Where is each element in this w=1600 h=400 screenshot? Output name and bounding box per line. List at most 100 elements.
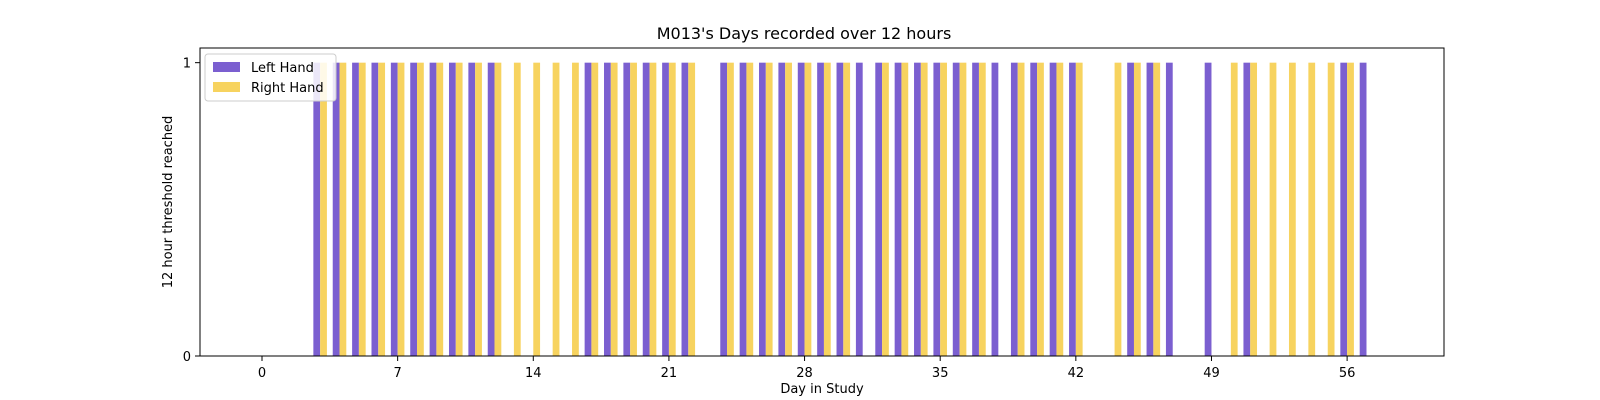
legend-label-left-hand: Left Hand (251, 61, 314, 76)
bar-left-hand-day-31 (855, 62, 863, 357)
bar-right-hand-day-34 (920, 62, 928, 357)
bar-left-hand-day-47 (1165, 62, 1173, 357)
bar-left-hand-day-7 (390, 62, 398, 357)
y-axis-ticks: 01 (183, 57, 200, 365)
bar-left-hand-day-40 (1030, 62, 1038, 357)
x-tick-label: 49 (1203, 366, 1220, 381)
bar-left-hand-day-42 (1069, 62, 1076, 357)
legend-swatch-right-hand (213, 82, 240, 92)
bar-right-hand-day-15 (552, 62, 560, 357)
bar-left-hand-day-17 (584, 62, 592, 357)
bar-left-hand-day-41 (1049, 62, 1057, 357)
bar-left-hand-day-27 (778, 62, 786, 357)
bar-left-hand-day-5 (352, 62, 359, 357)
x-tick-label: 14 (525, 366, 542, 381)
x-axis-label: Day in Study (780, 382, 864, 397)
bar-left-hand-day-30 (836, 62, 844, 357)
bar-left-hand-day-3 (313, 62, 321, 357)
bar-right-hand-day-45 (1133, 62, 1141, 357)
bar-left-hand-day-9 (429, 62, 437, 357)
x-tick-label: 7 (394, 366, 402, 381)
x-tick-label: 21 (661, 366, 678, 381)
bar-left-hand-day-34 (914, 62, 921, 357)
bar-left-hand-day-33 (894, 62, 902, 357)
bar-right-hand-day-52 (1269, 62, 1277, 357)
x-tick-label: 0 (258, 366, 266, 381)
bar-right-hand-day-27 (785, 62, 792, 357)
legend: Left Hand Right Hand (204, 53, 337, 102)
bar-right-hand-day-13 (513, 62, 521, 357)
bar-left-hand-day-12 (487, 62, 495, 357)
bar-left-hand-day-37 (972, 62, 979, 357)
bar-left-hand-day-57 (1359, 62, 1367, 357)
bar-right-hand-day-37 (978, 62, 986, 357)
bar-right-hand-day-54 (1308, 62, 1316, 357)
bar-right-hand-day-53 (1288, 62, 1296, 357)
bar-left-hand-day-11 (468, 62, 476, 357)
bar-left-hand-day-8 (410, 62, 418, 357)
legend-label-right-hand: Right Hand (251, 81, 324, 96)
bar-right-hand-day-3 (320, 62, 327, 357)
bar-right-hand-day-4 (339, 62, 347, 357)
y-tick-label: 1 (183, 57, 191, 72)
bar-left-hand-day-19 (623, 62, 631, 357)
chart-title: M013's Days recorded over 12 hours (657, 24, 952, 43)
bar-left-hand-day-28 (797, 62, 805, 357)
bar-left-hand-day-51 (1243, 62, 1251, 357)
bar-right-hand-day-12 (494, 62, 502, 357)
bar-right-hand-day-25 (746, 62, 754, 357)
y-tick-label: 0 (183, 350, 191, 365)
bar-right-hand-day-44 (1114, 62, 1122, 357)
bar-left-hand-day-35 (933, 62, 941, 357)
bar-left-hand-day-49 (1204, 62, 1212, 357)
bar-right-hand-day-41 (1056, 62, 1064, 357)
bar-right-hand-day-36 (959, 62, 967, 357)
bar-right-hand-day-28 (804, 62, 812, 357)
bar-left-hand-day-21 (662, 62, 669, 357)
bar-left-hand-day-36 (952, 62, 960, 357)
bar-right-hand-day-14 (533, 62, 541, 357)
bar-right-hand-day-22 (688, 62, 696, 357)
bar-right-hand-day-6 (378, 62, 386, 357)
bar-right-hand-day-24 (727, 62, 734, 357)
bars-group (313, 62, 1367, 357)
bar-left-hand-day-22 (681, 62, 689, 357)
x-axis-ticks: 0 7 14 21 28 35 42 49 56 (258, 356, 1355, 381)
bar-right-hand-day-7 (397, 62, 405, 357)
bar-right-hand-day-8 (417, 62, 424, 357)
bar-left-hand-day-46 (1146, 62, 1154, 357)
bar-right-hand-day-51 (1250, 62, 1258, 357)
x-tick-label: 42 (1068, 366, 1085, 381)
bar-right-hand-day-56 (1347, 62, 1354, 357)
bar-left-hand-day-18 (604, 62, 611, 357)
bar-left-hand-day-45 (1127, 62, 1134, 357)
bar-right-hand-day-46 (1153, 62, 1161, 357)
bar-right-hand-day-50 (1230, 62, 1238, 357)
x-tick-label: 28 (796, 366, 813, 381)
y-axis-label: 12 hour threshold reached (161, 116, 176, 289)
bar-right-hand-day-16 (572, 62, 579, 357)
bar-right-hand-day-29 (823, 62, 831, 357)
bar-right-hand-day-5 (358, 62, 366, 357)
bar-right-hand-day-39 (1017, 62, 1025, 357)
bar-right-hand-day-18 (610, 62, 618, 357)
bar-right-hand-day-35 (940, 62, 947, 357)
legend-swatch-left-hand (213, 62, 240, 72)
bar-left-hand-day-32 (875, 62, 883, 357)
bar-left-hand-day-38 (991, 62, 999, 357)
bar-right-hand-day-11 (475, 62, 482, 357)
bar-left-hand-day-56 (1340, 62, 1348, 357)
bar-left-hand-day-29 (817, 62, 824, 357)
bar-left-hand-day-25 (739, 62, 747, 357)
bar-left-hand-day-6 (371, 62, 379, 357)
bar-right-hand-day-40 (1037, 62, 1044, 357)
bar-right-hand-day-9 (436, 62, 444, 357)
bar-right-hand-day-17 (591, 62, 599, 357)
plot-frame (199, 47, 1445, 357)
bar-right-hand-day-55 (1327, 62, 1335, 357)
bar-right-hand-day-30 (843, 62, 851, 357)
bar-right-hand-day-20 (649, 62, 657, 357)
bar-right-hand-day-32 (882, 62, 889, 357)
bar-left-hand-day-4 (332, 62, 340, 357)
